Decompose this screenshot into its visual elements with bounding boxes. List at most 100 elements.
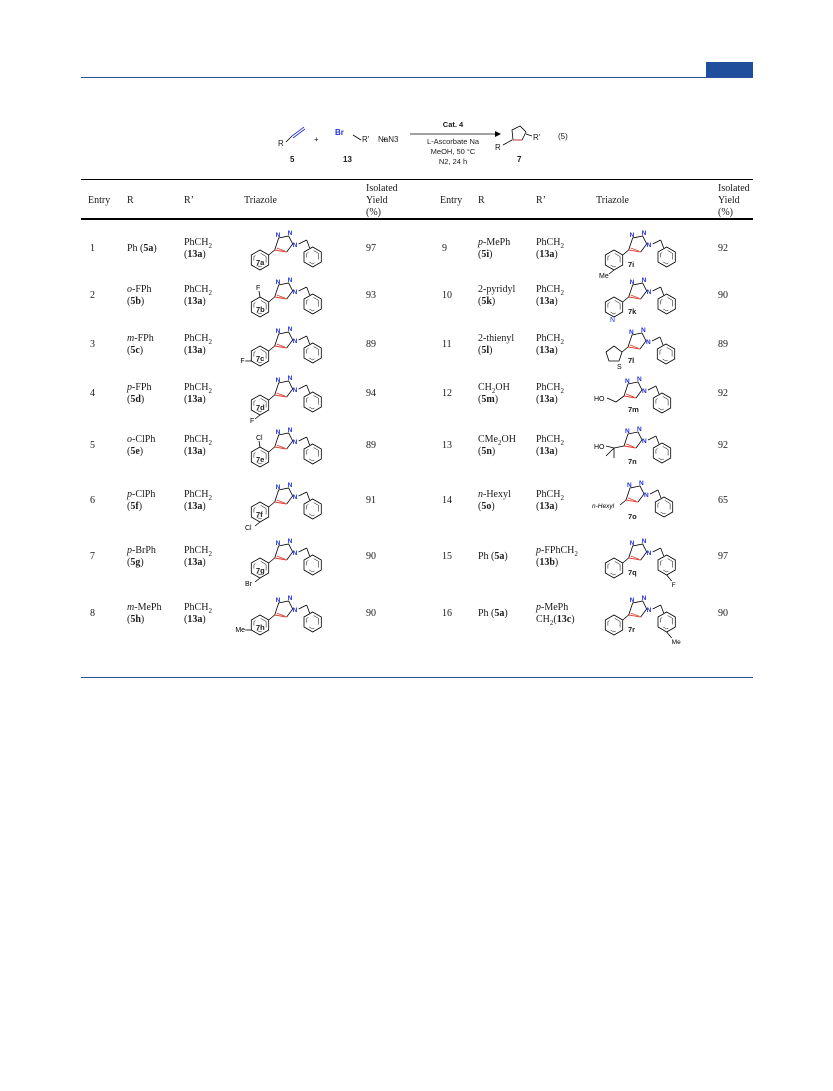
svg-text:N: N <box>641 327 646 334</box>
svg-text:N: N <box>647 550 652 557</box>
compound-label: 7e <box>256 455 265 464</box>
svg-text:Br: Br <box>245 581 253 588</box>
compound-label: 7r <box>628 625 636 634</box>
svg-text:N: N <box>276 597 281 604</box>
header-triazole-left: Triazole <box>244 195 277 206</box>
svg-text:N: N <box>288 326 293 333</box>
svg-text:N: N <box>637 376 642 383</box>
svg-text:Me: Me <box>235 627 245 634</box>
header-r-prime-left: R’ <box>184 195 194 206</box>
svg-text:N: N <box>630 279 635 286</box>
entry-number: 1 <box>90 243 95 254</box>
compound-label: 7q <box>628 568 637 577</box>
svg-text:N: N <box>288 538 293 545</box>
scheme-condition-3: N2, 24 h <box>438 157 468 166</box>
header-yield-right-3: (%) <box>718 207 733 218</box>
triazole-structure: Br N N N <box>238 534 338 590</box>
scheme-plus-2: + <box>382 135 387 144</box>
r-prime-substituent: PhCH2 <box>184 284 212 297</box>
svg-text:N: N <box>288 482 293 489</box>
r-substituent: CH2OH <box>478 382 510 395</box>
r-prime-compound-id: (13a) <box>536 296 558 307</box>
r-prime-compound-id: CH2(13c) <box>536 614 575 627</box>
svg-text:N: N <box>276 279 281 286</box>
entry-number: 13 <box>442 440 452 451</box>
scheme-product-number: 7 <box>517 155 522 164</box>
r-prime-compound-id: (13a) <box>184 557 206 568</box>
scheme-product-r: R <box>495 143 501 152</box>
isolated-yield: 89 <box>718 339 728 350</box>
molecule-drawing: ClN NN <box>245 482 322 532</box>
header-yield-left-2: Yield <box>366 195 388 206</box>
svg-text:N: N <box>276 377 281 384</box>
triazole-structure: HO N N N <box>592 371 692 427</box>
scheme-bromide-br: Br <box>335 128 344 137</box>
molecule-drawing: ClN NN <box>250 427 322 468</box>
svg-text:N: N <box>276 328 281 335</box>
compound-label: 7g <box>256 566 265 575</box>
svg-text:N: N <box>644 492 649 499</box>
entry-number: 7 <box>90 551 95 562</box>
isolated-yield: 92 <box>718 440 728 451</box>
r-substituent: m-MePh <box>127 602 162 613</box>
header-r-right: R <box>478 195 485 206</box>
entry-number: 11 <box>442 339 452 350</box>
svg-text:N: N <box>642 595 647 602</box>
isolated-yield: 97 <box>366 243 376 254</box>
svg-text:N: N <box>642 538 647 545</box>
svg-text:N: N <box>276 540 281 547</box>
triazole-structure: N N N Me <box>592 591 692 647</box>
r-prime-substituent: p-MePh <box>536 602 569 613</box>
molecule-drawing: BrN NN <box>245 538 322 588</box>
r-substituent: o-ClPh <box>127 434 156 445</box>
r-compound-id: (5d) <box>127 394 145 405</box>
r-substituent: 2-pyridyl <box>478 284 516 295</box>
svg-text:N: N <box>288 277 293 284</box>
r-compound-id: (5f) <box>127 501 143 512</box>
header-triazole-right: Triazole <box>596 195 629 206</box>
molecule-drawing: N NNF <box>604 538 676 589</box>
triazole-structure: Me N N N <box>592 226 692 282</box>
compound-label: 7k <box>628 307 637 316</box>
r-compound-id: (5l) <box>478 345 493 356</box>
svg-text:N: N <box>642 438 647 445</box>
svg-text:N: N <box>293 607 298 614</box>
r-prime-substituent: PhCH2 <box>536 434 564 447</box>
svg-text:S: S <box>617 364 622 371</box>
compound-label: 7f <box>256 510 263 519</box>
r-compound-id: (5n) <box>478 446 496 457</box>
r-substituent: p-FPh <box>127 382 152 393</box>
svg-text:N: N <box>639 480 644 487</box>
reaction-scheme: R 5 + Br R' 13 + + NaN3 Cat. 4 <box>270 118 590 178</box>
svg-text:N: N <box>293 289 298 296</box>
compound-label: 7m <box>628 405 639 414</box>
svg-text:N: N <box>288 230 293 237</box>
header-entry-left: Entry <box>88 195 111 206</box>
molecule-drawing: FN NN <box>240 326 322 367</box>
r-prime-substituent: PhCH2 <box>184 382 212 395</box>
svg-text:N: N <box>276 484 281 491</box>
r-substituent: CMe2OH <box>478 434 516 447</box>
svg-text:N: N <box>293 494 298 501</box>
entry-number: 4 <box>90 388 95 399</box>
svg-text:N: N <box>630 597 635 604</box>
isolated-yield: 91 <box>366 495 376 506</box>
isolated-yield: 90 <box>366 608 376 619</box>
scheme-alkyne-number: 5 <box>290 155 295 164</box>
isolated-yield: 92 <box>718 243 728 254</box>
molecule-drawing: MeN NN <box>235 595 322 636</box>
svg-text:N: N <box>293 338 298 345</box>
page-footer-rule <box>81 677 753 678</box>
triazole-structure: n-Hexyl N N N <box>592 478 692 534</box>
r-prime-compound-id: (13a) <box>184 394 206 405</box>
r-prime-substituent: PhCH2 <box>536 489 564 502</box>
r-prime-substituent: PhCH2 <box>536 284 564 297</box>
r-substituent: 2-thienyl <box>478 333 515 344</box>
r-compound-id: (5c) <box>127 345 144 356</box>
molecule-drawing: HON NN <box>594 376 672 414</box>
isolated-yield: 94 <box>366 388 376 399</box>
r-substituent: p-MePh <box>478 237 511 248</box>
svg-text:N: N <box>293 439 298 446</box>
